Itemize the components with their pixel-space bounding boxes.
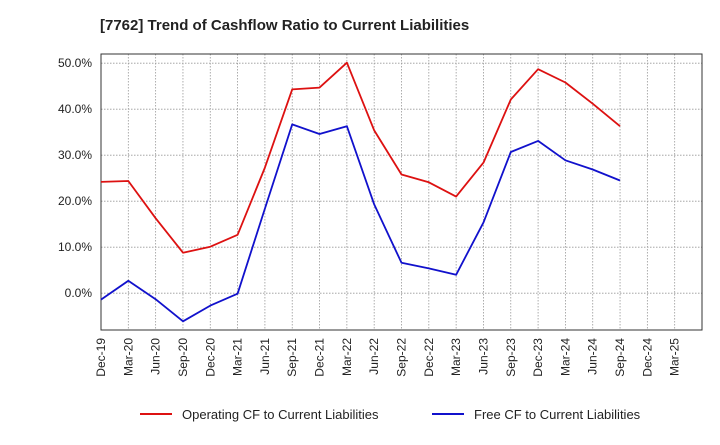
x-tick-label: Dec-23 <box>531 338 545 377</box>
grid-lines <box>101 54 702 330</box>
chart-title: [7762] Trend of Cashflow Ratio to Curren… <box>100 17 469 34</box>
x-tick-label: Sep-22 <box>395 338 409 377</box>
y-tick-label: 40.0% <box>58 102 92 116</box>
x-tick-label: Dec-21 <box>313 338 327 377</box>
x-tick-label: Mar-23 <box>449 338 463 376</box>
x-tick-label: Mar-22 <box>340 338 354 376</box>
x-tick-label: Dec-24 <box>640 338 654 377</box>
x-axis-tick-labels: Dec-19 Mar-20 Jun-20 Sep-20 Dec-20 Mar-21 Jun-… <box>94 338 682 377</box>
legend: Operating CF to Current Liabilities Free… <box>140 407 641 422</box>
x-tick-label: Mar-24 <box>558 338 572 376</box>
x-tick-label: Sep-23 <box>504 338 518 377</box>
y-tick-label: 30.0% <box>58 148 92 162</box>
x-tick-label: Sep-21 <box>285 338 299 377</box>
x-tick-label: Jun-22 <box>367 338 381 375</box>
x-tick-label: Jun-24 <box>586 338 600 375</box>
legend-label-free-cf: Free CF to Current Liabilities <box>474 407 641 422</box>
series-line-1 <box>100 123 621 323</box>
x-tick-label: Jun-23 <box>476 338 490 375</box>
x-tick-label: Dec-20 <box>203 338 217 377</box>
x-tick-label: Jun-20 <box>149 338 163 375</box>
x-tick-label: Dec-19 <box>94 338 108 377</box>
x-tick-label: Dec-22 <box>422 338 436 377</box>
x-tick-label: Mar-25 <box>668 338 682 376</box>
y-tick-label: 0.0% <box>65 286 93 300</box>
x-tick-label: Mar-21 <box>231 338 245 376</box>
series-line-0 <box>100 61 621 254</box>
x-tick-label: Sep-24 <box>613 338 627 377</box>
y-tick-label: 10.0% <box>58 240 92 254</box>
x-tick-label: Sep-20 <box>176 338 190 377</box>
x-tick-label: Mar-20 <box>121 338 135 376</box>
y-axis-tick-labels: 50.0% 40.0% 30.0% 20.0% 10.0% 0.0% <box>58 56 92 300</box>
y-tick-label: 20.0% <box>58 194 92 208</box>
x-tick-label: Jun-21 <box>258 338 272 375</box>
y-tick-label: 50.0% <box>58 56 92 70</box>
series-lines <box>100 61 621 323</box>
legend-label-operating-cf: Operating CF to Current Liabilities <box>182 407 379 422</box>
plot-area-frame <box>100 53 703 331</box>
